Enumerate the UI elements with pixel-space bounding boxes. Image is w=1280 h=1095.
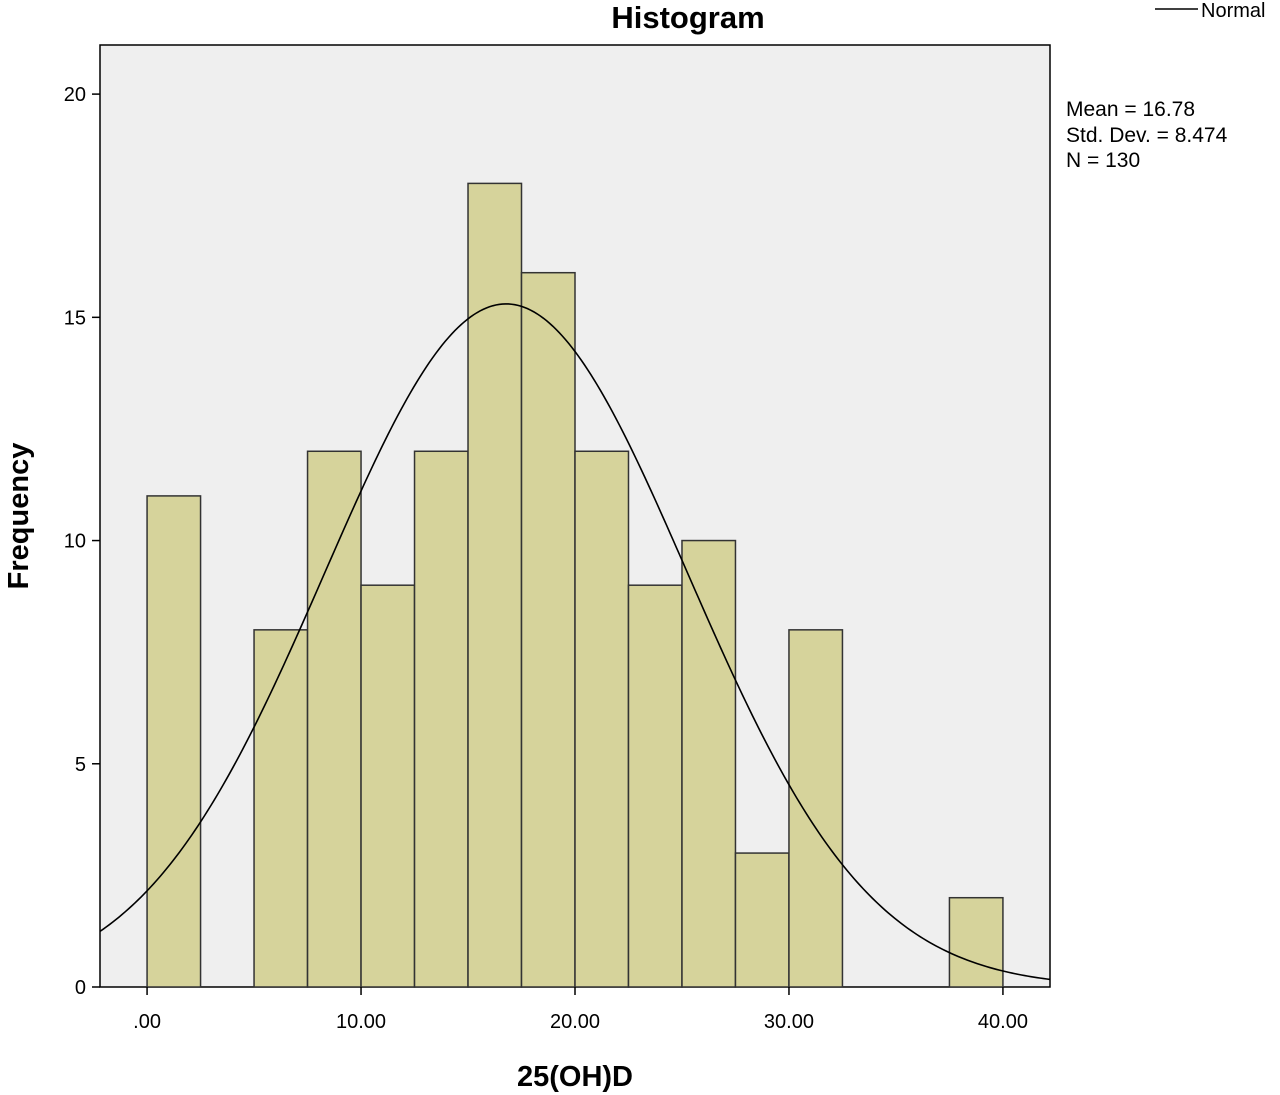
histogram-bar-2 <box>306 450 362 988</box>
histogram-bar-6 <box>520 271 576 988</box>
stat-std-dev: Std. Dev. = 8.474 <box>1066 124 1228 147</box>
histogram-bar-12 <box>948 896 1004 988</box>
histogram-bar-10 <box>734 852 790 988</box>
y-tick-label-4: 20 <box>64 84 86 106</box>
legend-label-normal: Normal <box>1201 0 1265 22</box>
histogram-bar-3 <box>360 584 416 988</box>
y-tick-label-3: 15 <box>64 307 86 329</box>
y-tick-label-2: 10 <box>64 531 86 553</box>
y-axis: 0 5 10 15 20 <box>64 84 100 999</box>
histogram-bars <box>146 182 1004 988</box>
stat-n: N = 130 <box>1066 149 1140 172</box>
x-tick-label-1: 10.00 <box>336 1011 386 1033</box>
x-axis: .00 10.00 20.00 30.00 40.00 <box>133 987 1028 1033</box>
histogram-bar-4 <box>413 450 469 988</box>
x-tick-label-2: 20.00 <box>550 1011 600 1033</box>
x-tick-label-0: .00 <box>133 1011 161 1033</box>
y-axis-label: Frequency <box>3 443 35 590</box>
histogram-bar-7 <box>574 450 630 988</box>
histogram-bar-0 <box>146 495 202 988</box>
chart-title: Histogram <box>611 0 764 35</box>
histogram-bar-8 <box>627 584 683 988</box>
legend: Normal <box>1155 0 1265 22</box>
histogram-bar-11 <box>788 629 844 988</box>
histogram-bar-1 <box>253 629 309 988</box>
histogram-bar-5 <box>467 182 523 988</box>
y-tick-label-1: 5 <box>75 754 86 776</box>
x-tick-label-3: 30.00 <box>764 1011 814 1033</box>
histogram-bar-9 <box>681 539 737 988</box>
stat-mean: Mean = 16.78 <box>1066 98 1195 121</box>
x-tick-label-4: 40.00 <box>978 1011 1028 1033</box>
x-axis-label: 25(OH)D <box>517 1061 633 1093</box>
stats-box: Mean = 16.78 Std. Dev. = 8.474 N = 130 <box>1066 98 1228 172</box>
y-tick-label-0: 0 <box>75 977 86 999</box>
normal-curve <box>99 303 1051 981</box>
